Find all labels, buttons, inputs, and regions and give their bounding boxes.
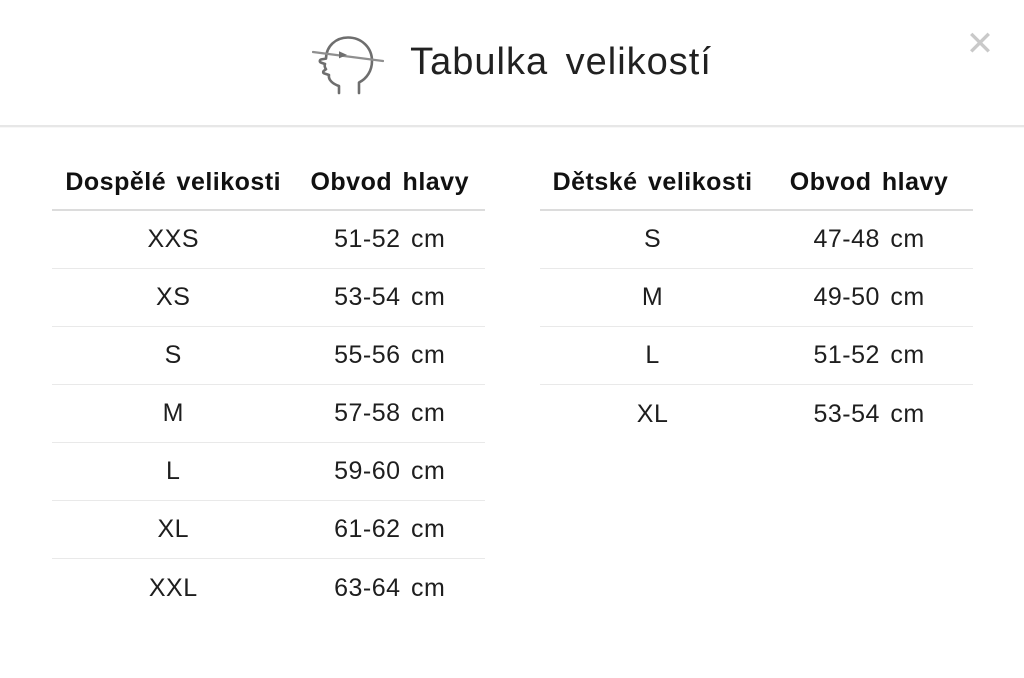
modal-header: Tabulka velikostí ✕	[0, 0, 1024, 127]
column-header-size: Dospělé velikosti	[65, 167, 282, 196]
size-label: XL	[157, 515, 190, 543]
size-label: M	[162, 399, 184, 427]
table-row: S 47-48 cm	[540, 211, 973, 269]
size-label: XXL	[148, 573, 198, 602]
table-header-row: Dospělé velikosti Obvod hlavy	[52, 155, 485, 211]
column-header-size: Dětské velikosti	[552, 167, 753, 196]
head-circumference-value: 47-48 cm	[813, 225, 925, 253]
size-label: XS	[156, 283, 191, 311]
column-header-circumference: Obvod hlavy	[310, 167, 469, 196]
page-title: Tabulka velikostí	[410, 41, 712, 83]
column-header-circumference: Obvod hlavy	[789, 167, 949, 196]
size-label: S	[643, 225, 662, 253]
size-label: S	[164, 341, 182, 369]
close-icon[interactable]: ✕	[958, 22, 1002, 66]
head-circumference-value: 53-54 cm	[813, 399, 925, 428]
size-tables-container: Dospělé velikosti Obvod hlavy XXS 51-52 cm X…	[0, 127, 1024, 617]
size-label: L	[166, 457, 181, 485]
head-circumference-value: 59-60 cm	[334, 457, 446, 485]
table-row: XL 61-62 cm	[52, 501, 485, 559]
head-circumference-value: 55-56 cm	[334, 341, 446, 369]
size-label: L	[645, 341, 660, 369]
size-label: M	[641, 283, 664, 311]
head-circumference-value: 57-58 cm	[334, 399, 446, 427]
table-row: XS 53-54 cm	[52, 269, 485, 327]
head-circumference-value: 51-52 cm	[334, 225, 446, 253]
size-label: XXS	[147, 225, 199, 253]
table-row: S 55-56 cm	[52, 327, 485, 385]
table-row: L 51-52 cm	[540, 327, 973, 385]
table-row: M 57-58 cm	[52, 385, 485, 443]
table-row: XXL 63-64 cm	[52, 559, 485, 617]
table-row: XXS 51-52 cm	[52, 211, 485, 269]
table-row: L 59-60 cm	[52, 443, 485, 501]
table-row: XL 53-54 cm	[540, 385, 973, 443]
head-measurement-icon	[312, 35, 385, 94]
children-sizes-table: Dětské velikosti Obvod hlavy S 47-48 cm M 49-…	[540, 155, 973, 617]
head-circumference-value: 61-62 cm	[334, 515, 446, 543]
table-header-row: Dětské velikosti Obvod hlavy	[540, 155, 973, 211]
head-circumference-value: 53-54 cm	[334, 283, 446, 311]
table-row: M 49-50 cm	[540, 269, 973, 327]
title-group: Tabulka velikostí	[312, 30, 712, 96]
head-circumference-value: 51-52 cm	[813, 341, 925, 369]
adult-sizes-table: Dospělé velikosti Obvod hlavy XXS 51-52 cm X…	[52, 155, 485, 617]
head-circumference-value: 63-64 cm	[334, 573, 446, 602]
size-label: XL	[636, 399, 669, 428]
head-circumference-value: 49-50 cm	[813, 283, 925, 311]
